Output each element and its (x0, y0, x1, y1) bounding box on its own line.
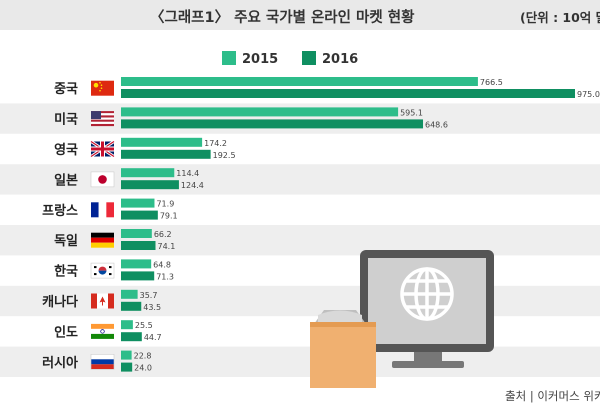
bar-2015 (121, 107, 399, 117)
bar-2015 (121, 289, 138, 299)
bar-2015 (121, 320, 133, 330)
bar-2016 (121, 362, 133, 372)
computer-illustration (310, 250, 494, 388)
bar-2015 (121, 168, 175, 178)
row-backgrounds (0, 103, 600, 377)
category-label: 프랑스 (42, 204, 78, 219)
monitor-stand (392, 361, 464, 368)
legend-swatch-2016 (302, 51, 316, 65)
category-label: 영국 (54, 143, 78, 158)
france-flag-icon (91, 202, 114, 218)
category-label: 중국 (54, 82, 78, 97)
chart-title: 〈그래프1〉 주요 국가별 온라인 마켓 현황 (150, 10, 415, 26)
bar-2016 (121, 210, 158, 220)
data-label-2016: 44.7 (144, 333, 162, 342)
korea-flag-icon (90, 262, 115, 279)
japan-flag-icon (90, 171, 115, 188)
data-label-2015: 25.5 (135, 321, 153, 330)
bar-2016 (121, 301, 142, 311)
title-bar: 〈그래프1〉 주요 국가별 온라인 마켓 현황 (단위 : 10억 달러) (0, 0, 600, 30)
data-label-2016: 124.4 (181, 181, 204, 190)
data-label-2016: 74.1 (158, 242, 176, 251)
bar-2016 (121, 89, 575, 98)
row-shade (0, 285, 600, 317)
data-label-2015: 595.1 (400, 108, 423, 117)
data-label-2016: 24.0 (134, 364, 152, 373)
data-label-2016: 975.0 (577, 90, 600, 99)
bar-2016 (121, 180, 179, 190)
legend-label-2016: 2016 (322, 52, 358, 67)
data-label-2015: 114.4 (176, 169, 199, 178)
row-shade (0, 164, 600, 195)
data-label-2016: 79.1 (160, 212, 178, 221)
data-label-2015: 35.7 (140, 291, 158, 300)
data-label-2016: 192.5 (213, 151, 236, 160)
category-label: 미국 (54, 112, 78, 128)
bar-2016 (121, 241, 156, 250)
bar-2015 (121, 259, 152, 269)
data-label-2015: 71.9 (156, 200, 174, 209)
usa-flag-icon (91, 111, 114, 127)
germany-flag-icon (91, 232, 114, 248)
category-label: 인도 (54, 324, 78, 340)
unit-label: (단위 : 10억 달러) (520, 10, 600, 25)
data-label-2015: 22.8 (134, 352, 152, 361)
bar-2015 (121, 350, 132, 360)
china-flag-icon (91, 80, 114, 96)
uk-flag-icon (90, 140, 115, 158)
category-label: 한국 (54, 264, 78, 280)
row-shade (0, 225, 600, 256)
category-label: 독일 (54, 234, 78, 249)
category-label: 일본 (54, 173, 78, 188)
shopping-bag-icon (310, 310, 376, 388)
bar-2016 (121, 119, 424, 129)
data-label-2016: 71.3 (156, 272, 174, 281)
bar-2015 (121, 137, 203, 147)
india-flag-icon (91, 323, 114, 339)
data-label-2015: 64.8 (153, 260, 171, 269)
bar-2015 (121, 77, 478, 86)
globe-icon (400, 267, 454, 321)
data-label-2015: 174.2 (204, 139, 227, 148)
source-note: 출처 | 이커머스 위키 (505, 389, 600, 403)
data-label-2015: 66.2 (154, 230, 172, 239)
bar-2016 (121, 271, 155, 281)
category-label: 러시아 (42, 355, 78, 371)
russia-flag-icon (90, 353, 115, 370)
legend: 2015 2016 (222, 51, 358, 67)
category-label: 캐나다 (42, 294, 78, 310)
canada-flag-icon (91, 293, 114, 309)
bar-2015 (121, 198, 155, 208)
data-label-2016: 43.5 (143, 303, 161, 312)
legend-label-2015: 2015 (242, 52, 278, 67)
bar-2016 (121, 332, 142, 342)
data-label-2015: 766.5 (480, 78, 503, 87)
bar-2016 (121, 149, 211, 159)
row-shade (0, 346, 600, 377)
data-label-2016: 648.6 (425, 120, 448, 129)
monitor-neck (414, 352, 442, 362)
legend-swatch-2015 (222, 51, 236, 65)
bar-2015 (121, 229, 152, 238)
